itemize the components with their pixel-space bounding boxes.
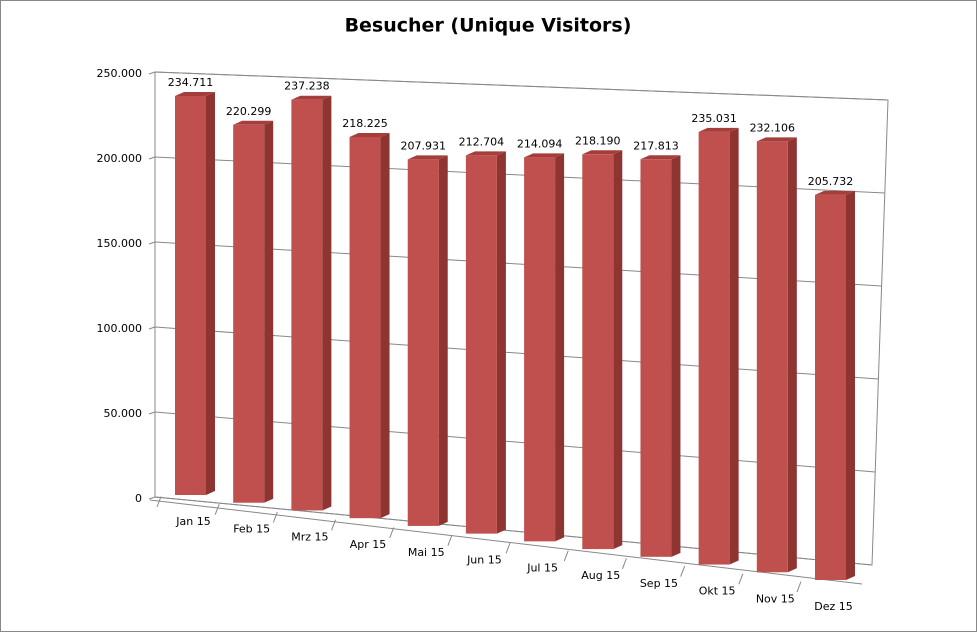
value-label: 237.238	[284, 80, 330, 93]
bar-top	[524, 153, 565, 158]
value-label: 235.031	[691, 112, 737, 125]
x-tick	[563, 550, 569, 562]
bar	[175, 95, 206, 495]
bar-side	[613, 150, 623, 550]
y-tick-label: 100.000	[97, 322, 143, 335]
bar-side	[380, 132, 390, 519]
y-tick-label: 150.000	[97, 237, 143, 250]
bar-top	[407, 155, 448, 160]
x-tick-label: Jun 15	[466, 554, 502, 567]
bar	[640, 159, 672, 557]
x-tick	[272, 511, 278, 523]
x-tick	[680, 565, 686, 577]
bar-side	[555, 153, 565, 542]
bar-side	[787, 137, 797, 573]
bar	[465, 155, 497, 534]
bar-top	[756, 137, 797, 142]
bar-top	[175, 91, 215, 96]
chart-title: Besucher (Unique Visitors)	[345, 15, 632, 37]
bar-side	[206, 91, 215, 495]
x-tick	[156, 496, 162, 508]
value-label: 205.732	[808, 175, 854, 188]
bar-side	[438, 155, 448, 526]
y-tick	[148, 71, 156, 75]
x-tick-label: Sep 15	[640, 577, 678, 590]
x-tick-label: Jul 15	[526, 561, 558, 574]
bar-side	[496, 151, 506, 534]
bar-top	[582, 150, 623, 155]
x-tick	[796, 581, 802, 593]
x-tick-label: Dez 15	[814, 600, 853, 613]
value-label: 217.813	[633, 139, 679, 152]
bar-side	[671, 155, 681, 557]
floor-edge	[149, 499, 863, 585]
value-label: 234.711	[168, 76, 214, 89]
bar-side	[729, 127, 739, 565]
bar-top	[640, 155, 681, 160]
bar-side	[322, 95, 332, 511]
value-label: 218.225	[342, 117, 388, 130]
x-tick-label: Mai 15	[408, 546, 445, 559]
grid-line	[154, 411, 876, 473]
y-tick	[148, 241, 156, 245]
bar	[349, 136, 381, 519]
y-tick	[148, 411, 156, 415]
value-label: 218.190	[575, 134, 621, 147]
x-tick-label: Okt 15	[699, 585, 736, 598]
grid-line	[154, 71, 889, 101]
bar-top	[233, 120, 274, 125]
value-label: 207.931	[400, 139, 446, 152]
x-tick-label: Aug 15	[581, 569, 620, 582]
value-label: 214.094	[517, 137, 563, 150]
bar	[698, 131, 730, 565]
x-tick	[505, 542, 511, 554]
x-tick	[214, 504, 220, 515]
bar	[524, 157, 556, 542]
bar	[233, 124, 265, 503]
bar	[291, 99, 323, 511]
y-tick	[148, 156, 156, 160]
bar-side	[264, 120, 274, 503]
x-tick-label: Nov 15	[756, 592, 795, 605]
value-label: 232.106	[750, 121, 796, 134]
bar-top	[698, 127, 739, 132]
y-tick	[148, 496, 156, 500]
bar	[407, 159, 439, 526]
x-tick-label: Mrz 15	[291, 530, 328, 543]
value-label: 220.299	[226, 105, 272, 118]
x-tick	[389, 527, 395, 539]
x-tick	[738, 573, 744, 585]
x-tick	[331, 519, 337, 531]
y-tick-label: 0	[135, 492, 142, 505]
bar-top	[465, 151, 506, 156]
x-tick	[447, 534, 453, 546]
x-tick-label: Feb 15	[233, 523, 270, 536]
bar	[582, 154, 614, 550]
grid-line	[154, 496, 873, 566]
bar-top	[291, 95, 332, 100]
value-label: 212.704	[459, 135, 505, 148]
x-tick-label: Jan 15	[175, 515, 210, 528]
y-tick	[148, 326, 156, 330]
bar-top	[815, 190, 855, 195]
y-tick-label: 200.000	[97, 152, 143, 165]
bar-top	[349, 132, 390, 137]
y-tick-label: 50.000	[104, 407, 143, 420]
x-tick-label: Apr 15	[350, 538, 387, 551]
x-tick	[621, 558, 627, 569]
y-tick-label: 250.000	[97, 67, 143, 80]
bar	[756, 141, 788, 573]
bar	[815, 194, 846, 580]
bar-side	[846, 190, 855, 580]
